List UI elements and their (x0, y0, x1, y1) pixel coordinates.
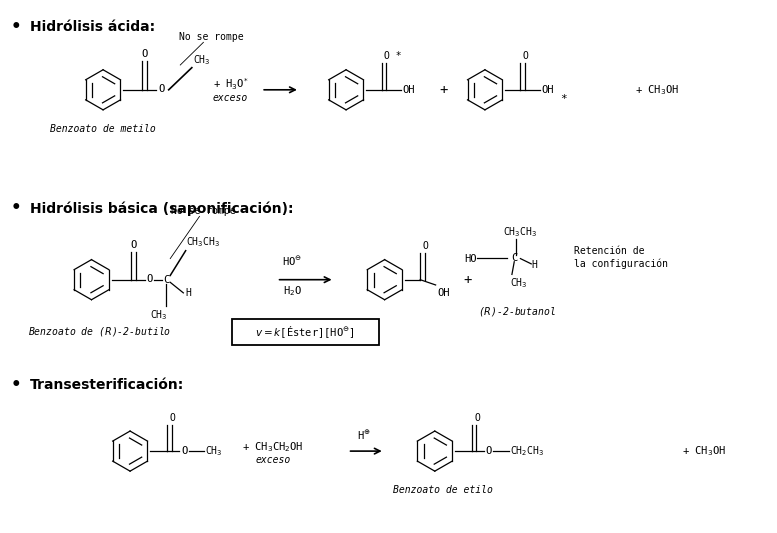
Text: C: C (511, 253, 517, 263)
Text: Retención de: Retención de (573, 246, 644, 256)
Text: O: O (423, 241, 428, 251)
Text: O: O (169, 413, 176, 423)
Text: CH$_3$: CH$_3$ (193, 53, 211, 67)
Text: O: O (474, 413, 480, 423)
Text: + H$_3$O$^{*}$: + H$_3$O$^{*}$ (213, 77, 248, 92)
Text: Benzoato de etilo: Benzoato de etilo (392, 486, 493, 495)
Text: *: * (560, 94, 567, 104)
Text: +: + (440, 83, 448, 97)
Text: OH: OH (542, 85, 554, 95)
Text: H$_2$O: H$_2$O (283, 284, 301, 298)
Text: la configuración: la configuración (573, 259, 667, 269)
Text: O: O (523, 51, 528, 61)
Text: Transesterificación:: Transesterificación: (30, 378, 184, 392)
Text: +: + (464, 273, 472, 287)
Text: CH$_3$: CH$_3$ (205, 444, 222, 458)
Text: H: H (531, 261, 537, 270)
Text: O: O (181, 446, 187, 456)
Text: No se rompe: No se rompe (179, 32, 243, 42)
Text: CH$_3$CH$_3$: CH$_3$CH$_3$ (503, 225, 537, 239)
Text: CH$_2$CH$_3$: CH$_2$CH$_3$ (510, 444, 544, 458)
Text: •: • (11, 18, 21, 36)
Text: O *: O * (384, 51, 402, 61)
Text: Benzoato de metilo: Benzoato de metilo (51, 124, 156, 134)
Text: C: C (163, 274, 169, 285)
Text: •: • (11, 199, 21, 217)
FancyBboxPatch shape (232, 319, 379, 344)
Text: ($R$)-2-butanol: ($R$)-2-butanol (479, 305, 556, 318)
Text: O: O (146, 274, 152, 284)
Text: exceso: exceso (213, 93, 248, 103)
Text: No se rompe: No se rompe (171, 206, 235, 216)
Text: Benzoato de ($R$)-2-butilo: Benzoato de ($R$)-2-butilo (28, 325, 171, 337)
Text: •: • (11, 376, 21, 394)
Text: + CH$_3$OH: + CH$_3$OH (681, 444, 726, 458)
Text: HO$^{⊖}$: HO$^{⊖}$ (282, 255, 302, 268)
Text: OH: OH (402, 85, 415, 95)
Text: O: O (158, 84, 164, 94)
Text: HO: HO (465, 254, 477, 264)
Text: OH: OH (437, 288, 450, 297)
Text: CH$_3$CH$_3$: CH$_3$CH$_3$ (186, 235, 220, 248)
Text: O: O (141, 49, 147, 59)
Text: CH$_3$: CH$_3$ (510, 276, 528, 290)
Text: Hidrólisis ácida:: Hidrólisis ácida: (30, 20, 155, 34)
Text: + CH$_3$CH$_2$OH: + CH$_3$CH$_2$OH (242, 440, 304, 454)
Text: O: O (130, 240, 136, 250)
Text: exceso: exceso (255, 455, 291, 465)
Text: H$^{⊕}$: H$^{⊕}$ (357, 429, 371, 442)
Text: O: O (486, 446, 492, 456)
Text: CH$_3$: CH$_3$ (150, 308, 168, 322)
Text: H: H (185, 288, 191, 298)
Text: Hidrólisis básica (saponificación):: Hidrólisis básica (saponificación): (30, 201, 293, 216)
Text: + CH$_3$OH: + CH$_3$OH (636, 83, 679, 96)
Text: $v = k$[Éster][HO$^{\ominus}$]: $v = k$[Éster][HO$^{\ominus}$] (256, 324, 355, 340)
